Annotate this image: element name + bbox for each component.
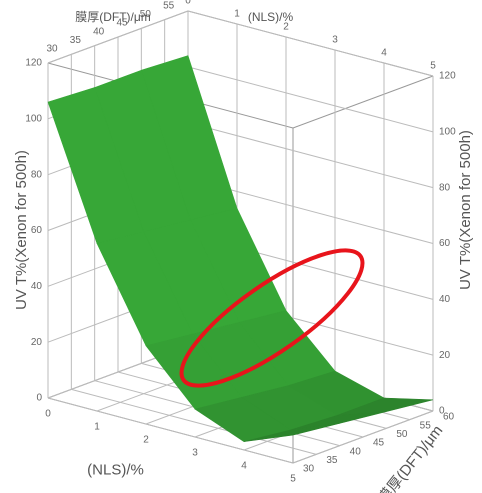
y-tick-label-top: 40 <box>93 26 105 37</box>
grid-line <box>71 388 317 455</box>
grid-line <box>47 397 294 464</box>
z-tick-label-right: 40 <box>439 294 451 305</box>
z-tick-label-right: 120 <box>439 71 456 82</box>
y-tick-label: 60 <box>443 412 455 423</box>
z-tick-label-right: 20 <box>439 350 451 361</box>
x-tick-label: 2 <box>143 435 149 446</box>
grid-line <box>187 122 434 189</box>
grid-line <box>187 10 434 77</box>
x-tick-label: 0 <box>45 409 51 420</box>
z-tick-label: 20 <box>31 337 43 348</box>
y-tick-label-top: 35 <box>70 35 82 46</box>
x-tick-label-top: 5 <box>430 61 436 72</box>
z-axis-title-right: UV T%(Xenon for 500h) <box>457 130 474 290</box>
z-tick-label: 60 <box>31 225 43 236</box>
z-tick-label: 80 <box>31 169 43 180</box>
surface-patch <box>243 423 340 442</box>
x-tick-label: 3 <box>192 448 198 459</box>
y-tick-label-top: 50 <box>140 9 152 20</box>
y-tick-label-top: 60 <box>186 0 198 3</box>
z-tick-label: 40 <box>31 281 43 292</box>
surface <box>47 55 434 442</box>
x-tick-label-top: 3 <box>332 35 338 46</box>
y-tick-label: 35 <box>326 455 338 466</box>
x-tick-label-top: 2 <box>283 22 289 33</box>
z-tick-label-right: 80 <box>439 182 451 193</box>
y-tick-label: 30 <box>303 464 315 475</box>
grid-line <box>47 10 189 64</box>
x-tick-label: 4 <box>241 461 247 472</box>
y-tick-label: 50 <box>396 429 408 440</box>
z-tick-label: 0 <box>36 393 42 404</box>
box-edge <box>292 75 434 129</box>
x-tick-label-top: 1 <box>234 9 240 20</box>
highlight-ellipse <box>179 248 365 388</box>
y-tick-label-top: 45 <box>116 18 128 29</box>
z-tick-label: 120 <box>25 58 42 69</box>
y-tick-label: 40 <box>350 446 362 457</box>
grid-line <box>187 66 434 133</box>
y-axis-title: 膜厚(DFT)/μm <box>375 422 447 493</box>
x-tick-label: 5 <box>290 474 296 485</box>
x-tick-label: 1 <box>94 422 100 433</box>
z-axis-title: UV T%(Xenon for 500h) <box>13 150 30 310</box>
y-tick-label: 45 <box>373 438 385 449</box>
z-tick-label-right: 100 <box>439 126 456 137</box>
x-axis-title-top: (NLS)/% <box>248 10 294 24</box>
x-axis-title: (NLS)/% <box>87 461 144 478</box>
y-axis-title-top: 膜厚(DFT)/μm <box>75 10 151 24</box>
z-tick-label: 100 <box>25 113 42 124</box>
x-tick-label-top: 4 <box>381 48 387 59</box>
z-tick-label-right: 60 <box>439 238 451 249</box>
x-tick-label-top: 0 <box>185 0 191 7</box>
y-tick-label: 55 <box>420 420 432 431</box>
y-tick-label-top: 30 <box>46 44 58 55</box>
y-tick-label-top: 55 <box>163 0 175 11</box>
z-tick-label-right: 0 <box>439 406 445 417</box>
